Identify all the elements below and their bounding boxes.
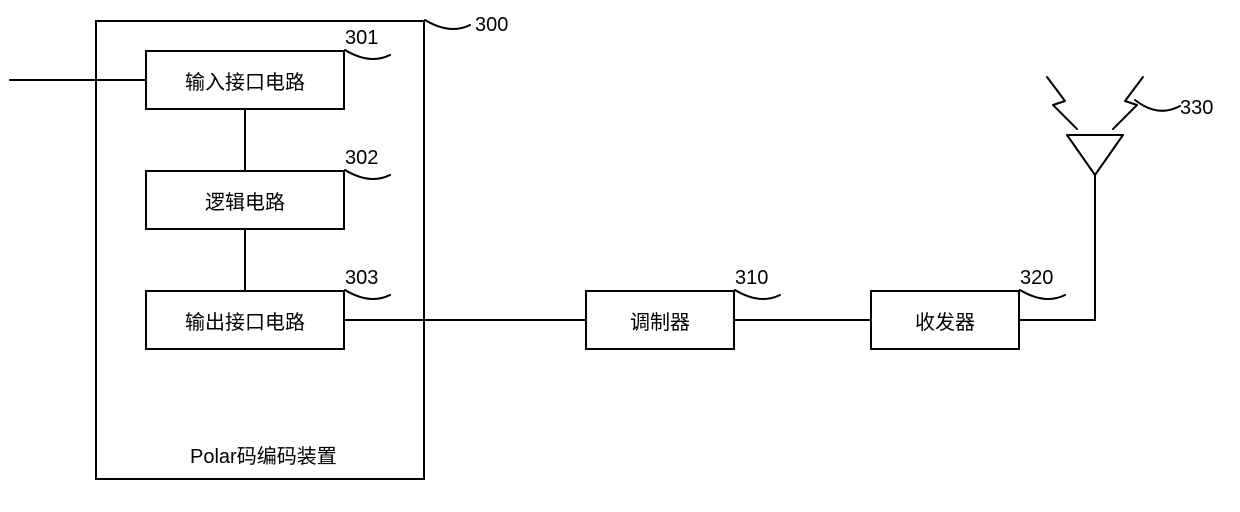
modulator-label: 调制器 [630,306,690,335]
ref-330: 330 [1180,97,1213,120]
diagram-stage: Polar码编码装置 输入接口电路 逻辑电路 输出接口电路 调制器 收发器 30… [0,0,1240,512]
output-interface-box: 输出接口电路 [145,290,345,350]
output-interface-label: 输出接口电路 [185,306,305,335]
ref-leaders-group [345,20,1180,299]
input-interface-box: 输入接口电路 [145,50,345,110]
polar-encoder-caption: Polar码编码装置 [190,440,337,469]
antenna-icon [1047,77,1143,320]
transceiver-label: 收发器 [915,306,975,335]
logic-circuit-box: 逻辑电路 [145,170,345,230]
modulator-box: 调制器 [585,290,735,350]
transceiver-box: 收发器 [870,290,1020,350]
logic-circuit-label: 逻辑电路 [205,186,285,215]
input-interface-label: 输入接口电路 [185,66,305,95]
ref-300: 300 [475,14,508,37]
ref-303: 303 [345,267,378,290]
ref-310: 310 [735,267,768,290]
ref-302: 302 [345,147,378,170]
ref-301: 301 [345,27,378,50]
ref-320: 320 [1020,267,1053,290]
